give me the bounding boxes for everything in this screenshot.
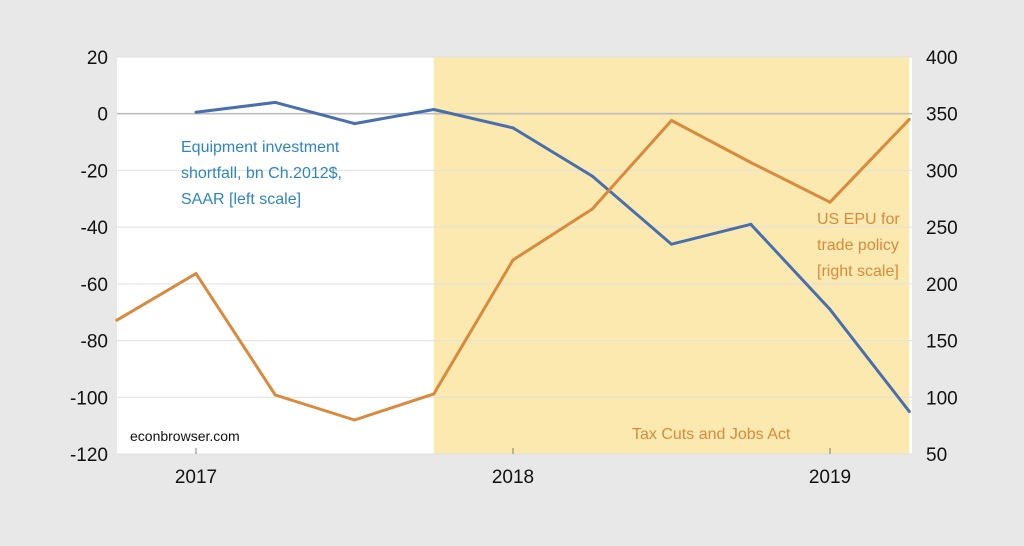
right-tick-label: 50 bbox=[926, 445, 947, 466]
data-point bbox=[670, 242, 673, 246]
us-epu-label: US EPU for trade policy [right scale] bbox=[817, 211, 900, 280]
right-axis-tick-labels: 400 350 300 250 200 150 100 50 bbox=[926, 48, 958, 466]
data-point bbox=[353, 122, 356, 126]
series-label-line: [right scale] bbox=[817, 263, 899, 280]
equipment-investment-line bbox=[195, 100, 911, 413]
left-tick-label: -80 bbox=[81, 332, 108, 353]
right-tick-label: 200 bbox=[926, 275, 958, 296]
left-tick-label: -100 bbox=[70, 388, 108, 409]
data-point bbox=[511, 126, 515, 130]
data-point bbox=[907, 117, 911, 121]
data-point bbox=[749, 160, 753, 164]
x-tick-label: 2019 bbox=[809, 467, 851, 488]
series-label-line: shortfall, bn Ch.2012$, bbox=[181, 165, 342, 182]
gridlines bbox=[117, 56, 912, 455]
x-tick-marks bbox=[195, 448, 831, 454]
data-point bbox=[194, 110, 198, 114]
shaded-region-label: Tax Cuts and Jobs Act bbox=[632, 426, 791, 443]
series-label-line: Equipment investment bbox=[181, 139, 340, 156]
x-tick-label: 2018 bbox=[492, 467, 534, 488]
right-tick-label: 350 bbox=[926, 105, 958, 126]
left-tick-label: -60 bbox=[81, 275, 108, 296]
right-tick-label: 250 bbox=[926, 218, 958, 239]
data-point bbox=[432, 107, 436, 111]
data-point bbox=[273, 393, 277, 397]
data-point bbox=[115, 318, 119, 322]
left-tick-label: -120 bbox=[70, 445, 108, 466]
data-point bbox=[670, 119, 673, 123]
left-tick-label: -20 bbox=[81, 161, 108, 182]
data-point bbox=[907, 409, 911, 413]
data-point bbox=[590, 174, 594, 178]
data-point bbox=[828, 200, 832, 204]
data-point bbox=[194, 272, 198, 276]
data-point bbox=[749, 222, 753, 226]
right-tick-label: 100 bbox=[926, 388, 958, 409]
series-label-line: US EPU for bbox=[817, 211, 900, 228]
data-point bbox=[353, 418, 356, 422]
left-axis-tick-labels: 20 0 -20 -40 -60 -80 -100 -120 bbox=[70, 48, 108, 466]
series-label-line: SAAR [left scale] bbox=[181, 191, 301, 208]
series-label-line: trade policy bbox=[817, 237, 899, 254]
data-point bbox=[273, 100, 277, 104]
left-tick-label: -40 bbox=[81, 218, 108, 239]
data-point bbox=[590, 207, 594, 211]
right-tick-label: 150 bbox=[926, 332, 958, 353]
data-point bbox=[511, 258, 515, 262]
right-tick-label: 400 bbox=[926, 48, 958, 69]
tax-cuts-shaded-region bbox=[433, 57, 910, 454]
x-tick-label: 2017 bbox=[175, 467, 217, 488]
right-tick-label: 300 bbox=[926, 161, 958, 182]
data-point bbox=[828, 307, 832, 311]
watermark-text: econbrowser.com bbox=[130, 428, 240, 444]
data-point bbox=[432, 392, 436, 396]
data-points bbox=[115, 100, 911, 422]
left-tick-label: 0 bbox=[97, 105, 108, 126]
equipment-investment-label: Equipment investment shortfall, bn Ch.201… bbox=[181, 139, 342, 208]
left-tick-label: 20 bbox=[87, 48, 108, 69]
x-axis-tick-labels: 2017 2018 2019 bbox=[175, 467, 851, 488]
